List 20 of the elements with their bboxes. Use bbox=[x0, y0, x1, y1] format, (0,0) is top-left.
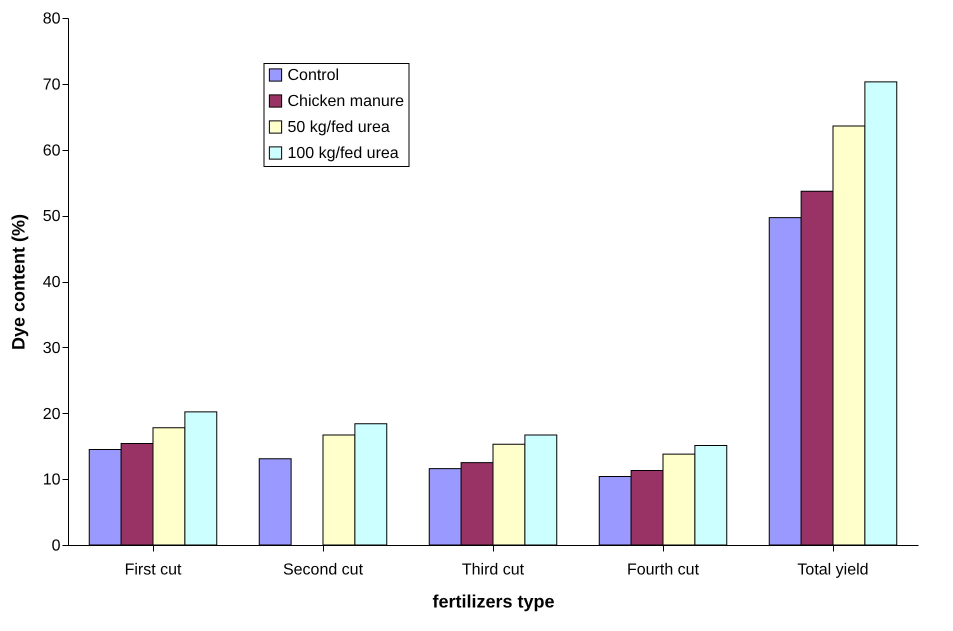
y-tick-label: 60 bbox=[42, 142, 61, 160]
legend-label: 50 kg/fed urea bbox=[288, 119, 390, 136]
x-axis-title: fertilizers type bbox=[432, 592, 555, 612]
y-tick-label: 10 bbox=[42, 472, 61, 489]
y-tick-label: 80 bbox=[42, 10, 61, 28]
y-tick-label: 20 bbox=[42, 406, 61, 423]
y-axis-title: Dye content (%) bbox=[8, 214, 29, 350]
legend-label: 100 kg/fed urea bbox=[288, 145, 399, 162]
y-tick-label: 30 bbox=[42, 340, 61, 357]
y-tick-label: 0 bbox=[52, 538, 61, 554]
x-tick-label: Second cut bbox=[282, 562, 364, 578]
y-tick-label: 40 bbox=[42, 274, 61, 291]
x-tick-label: First cut bbox=[124, 562, 182, 578]
x-tick-label: Fourth cut bbox=[626, 562, 700, 578]
legend-label: Control bbox=[288, 67, 340, 84]
y-tick-label: 70 bbox=[42, 76, 61, 94]
legend-label: Chicken manure bbox=[288, 93, 404, 110]
y-tick-label: 50 bbox=[42, 208, 61, 226]
x-tick-label: Total yield bbox=[797, 562, 869, 578]
x-tick-label: Third cut bbox=[462, 562, 525, 578]
